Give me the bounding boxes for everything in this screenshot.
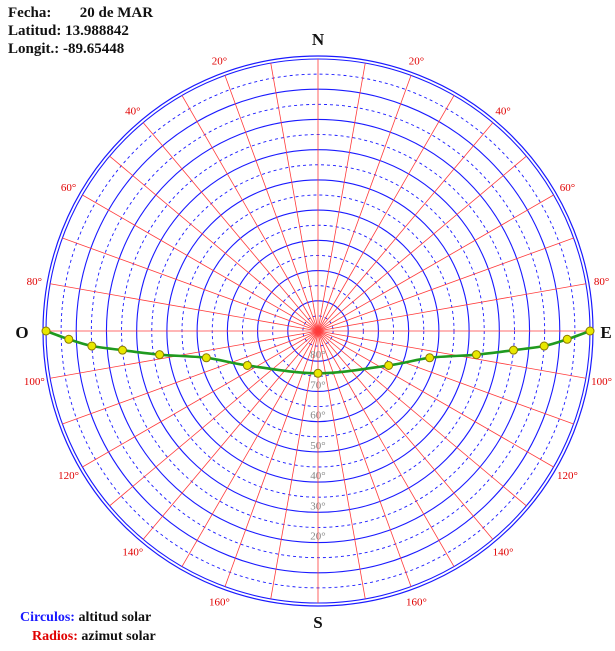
fecha-label: Fecha: <box>8 5 52 21</box>
latitud-value: 13.988842 <box>65 23 129 39</box>
north-label: N <box>312 30 325 49</box>
azimuth-tick-label: 60° <box>61 182 76 194</box>
altitude-tick-label: 20° <box>310 531 325 543</box>
azimuth-radial-110 <box>317 330 574 425</box>
azimuth-radial-140 <box>317 330 494 540</box>
south-label: S <box>313 613 322 632</box>
location-info: Fecha: 20 de MAR Latitud: 13.988842 Long… <box>8 4 153 58</box>
azimuth-tick-label: 100° <box>591 376 612 388</box>
legend-radios-desc: azimut solar <box>81 629 156 644</box>
sun-position-point <box>64 334 74 344</box>
azimuth-tick-label: 140° <box>122 547 143 559</box>
altitude-tick-label: 80° <box>310 349 325 361</box>
legend: Circulos: altitud solar Radios: azimut s… <box>20 608 156 646</box>
azimuth-radials <box>46 59 590 603</box>
sun-position-point <box>562 334 572 344</box>
azimuth-tick-label: 140° <box>493 547 514 559</box>
azimuth-tick-label: 80° <box>594 276 609 288</box>
azimuth-tick-label: 40° <box>125 105 140 117</box>
azimuth-tick-label: 20° <box>409 55 424 67</box>
azimuth-radial-260 <box>50 330 319 379</box>
azimuth-radial-130 <box>317 330 527 507</box>
sun-position-point <box>425 353 435 363</box>
altitude-tick-label: 40° <box>310 470 325 482</box>
azimuth-tick-label: 160° <box>209 597 230 609</box>
sun-position-point <box>117 345 127 355</box>
azimuth-radial-210 <box>181 330 319 567</box>
sun-position-point <box>87 341 97 351</box>
fecha-row: Fecha: 20 de MAR <box>8 4 153 22</box>
azimuth-radial-320 <box>142 122 319 332</box>
azimuth-radial-300 <box>82 194 319 332</box>
azimuth-radial-290 <box>62 237 319 332</box>
azimuth-radial-70 <box>317 237 574 332</box>
sun-position-point <box>41 326 51 336</box>
chart-labels: 160° 160° 140° 140° 120° 120° 100° 100° 80° 80° 60… <box>24 55 612 608</box>
longitud-row: Longit.: -89.65448 <box>8 40 153 58</box>
altitude-tick-label: 60° <box>310 410 325 422</box>
azimuth-tick-label: 60° <box>560 182 575 194</box>
azimuth-radial-10 <box>317 63 366 332</box>
fecha-value: 20 de MAR <box>79 5 154 21</box>
azimuth-tick-label: 40° <box>495 105 510 117</box>
azimuth-radial-150 <box>317 330 455 567</box>
azimuth-radial-230 <box>109 330 319 507</box>
azimuth-radial-280 <box>50 283 319 332</box>
sun-path <box>41 326 595 378</box>
azimuth-tick-label: 160° <box>406 597 427 609</box>
sun-position-point <box>155 350 165 360</box>
azimuth-radial-20 <box>317 75 412 332</box>
azimuth-tick-label: 100° <box>24 376 45 388</box>
azimuth-radial-60 <box>317 194 554 332</box>
azimuth-radial-120 <box>317 330 554 468</box>
azimuth-radial-330 <box>181 95 319 332</box>
azimuth-tick-label: 120° <box>557 470 578 482</box>
azimuth-radial-190 <box>270 330 319 599</box>
longitud-label: Longit.: <box>8 41 60 57</box>
legend-circulos: Circulos: altitud solar <box>20 608 156 627</box>
azimuth-radial-310 <box>109 155 319 332</box>
azimuth-radial-240 <box>82 330 319 468</box>
sun-position-point <box>201 353 211 363</box>
sun-position-point <box>539 341 549 351</box>
sun-position-point <box>242 360 252 370</box>
azimuth-radial-50 <box>317 155 527 332</box>
sun-position-point <box>509 345 519 355</box>
sun-position-point <box>313 368 323 378</box>
altitude-tick-label: 70° <box>310 379 325 391</box>
latitud-row: Latitud: 13.988842 <box>8 22 153 40</box>
altitude-tick-label: 50° <box>310 440 325 452</box>
longitud-value: -89.65448 <box>63 41 125 57</box>
azimuth-tick-label: 20° <box>212 55 227 67</box>
azimuth-radial-80 <box>317 283 586 332</box>
azimuth-radial-170 <box>317 330 366 599</box>
azimuth-radial-100 <box>317 330 586 379</box>
azimuth-tick-label: 120° <box>58 470 79 482</box>
legend-circulos-key: Circulos: <box>20 610 75 625</box>
azimuth-radial-40 <box>317 122 494 332</box>
azimuth-radial-30 <box>317 95 455 332</box>
legend-radios-key: Radios: <box>32 629 78 644</box>
azimuth-tick-label: 80° <box>27 276 42 288</box>
sun-position-point <box>585 326 595 336</box>
altitude-tick-label: 30° <box>310 500 325 512</box>
east-label: E <box>600 323 611 342</box>
west-label: O <box>15 323 28 342</box>
azimuth-radial-250 <box>62 330 319 425</box>
azimuth-radial-350 <box>270 63 319 332</box>
sun-position-point <box>384 360 394 370</box>
latitud-label: Latitud: <box>8 23 62 39</box>
sun-position-point <box>471 350 481 360</box>
legend-radios: Radios: azimut solar <box>20 627 156 646</box>
azimuth-radial-220 <box>142 330 319 540</box>
legend-circulos-desc: altitud solar <box>78 610 152 625</box>
azimuth-radial-340 <box>224 75 319 332</box>
